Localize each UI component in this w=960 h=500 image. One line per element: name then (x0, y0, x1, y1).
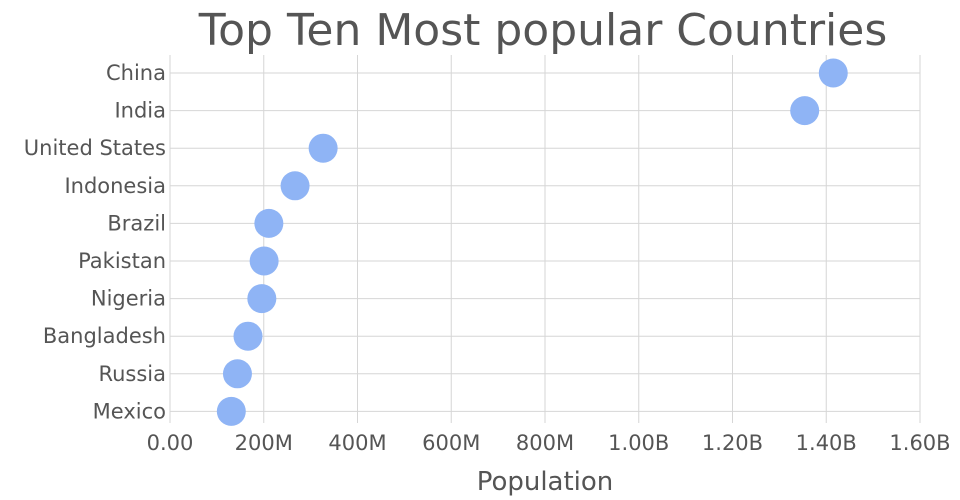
data-point[interactable] (818, 58, 848, 88)
data-point[interactable] (790, 96, 820, 126)
y-axis-ticks: China India United States Indonesia Brazil Pa… (24, 61, 166, 423)
data-point[interactable] (254, 208, 284, 238)
chart-title: Top Ten Most popular Countries (198, 5, 888, 56)
y-tick-label: Bangladesh (43, 324, 166, 348)
data-point[interactable] (308, 133, 338, 163)
x-tick-label: 1.20B (702, 431, 763, 455)
y-tick-label: Mexico (93, 399, 166, 423)
data-points (216, 58, 848, 426)
x-axis-ticks: 0.00 200M 400M 600M 800M 1.00B 1.20B 1.40B 1.60B (147, 431, 951, 455)
x-tick-label: 800M (516, 431, 574, 455)
y-tick-label: Brazil (107, 211, 166, 235)
data-point[interactable] (280, 171, 310, 201)
data-point[interactable] (216, 396, 246, 426)
gridlines (169, 55, 921, 423)
x-tick-label: 400M (328, 431, 386, 455)
y-tick-label: India (114, 99, 166, 123)
y-tick-label: Pakistan (78, 249, 166, 273)
data-point[interactable] (249, 246, 279, 276)
data-point[interactable] (247, 284, 277, 314)
data-point[interactable] (233, 321, 263, 351)
y-tick-label: Nigeria (91, 287, 166, 311)
y-tick-label: China (106, 61, 166, 85)
y-tick-label: United States (24, 136, 166, 160)
x-tick-label: 1.00B (608, 431, 669, 455)
x-tick-label: 1.60B (889, 431, 950, 455)
x-tick-label: 1.40B (796, 431, 857, 455)
data-point[interactable] (222, 359, 252, 389)
y-tick-label: Russia (98, 362, 166, 386)
x-axis-title: Population (477, 467, 614, 497)
x-tick-label: 0.00 (147, 431, 194, 455)
y-tick-label: Indonesia (64, 174, 166, 198)
x-tick-label: 600M (422, 431, 480, 455)
x-tick-label: 200M (235, 431, 293, 455)
